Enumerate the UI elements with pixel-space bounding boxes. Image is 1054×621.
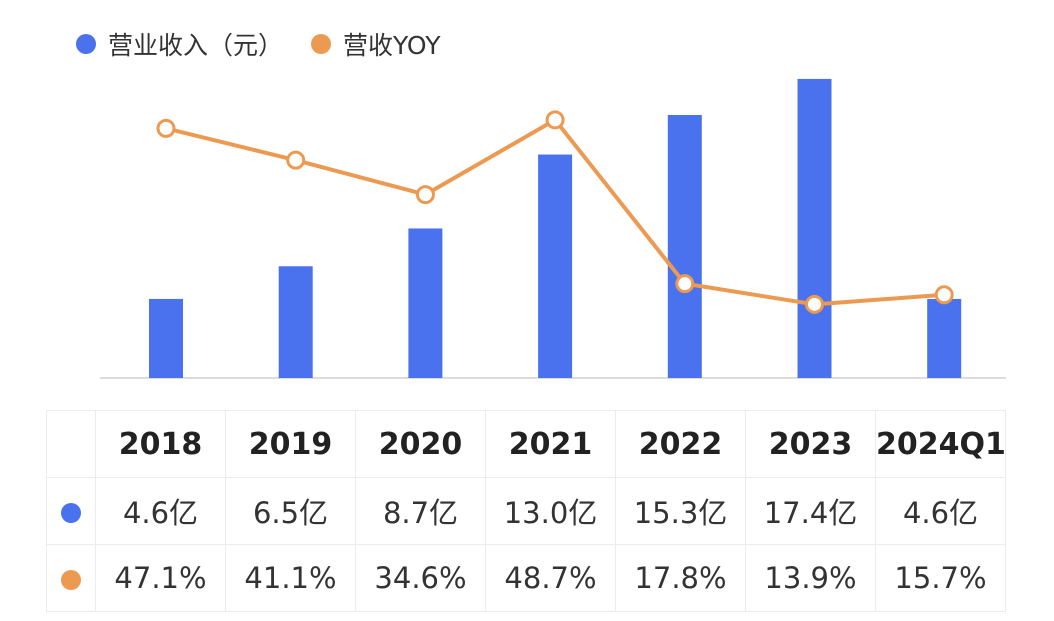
yoy-point xyxy=(156,118,176,138)
legend-yoy-marker-icon xyxy=(311,34,332,54)
yoy-point xyxy=(286,150,306,170)
revenue-cell: 8.7亿 xyxy=(355,477,486,545)
revenue-bars xyxy=(149,78,962,378)
yoy-point xyxy=(545,110,565,130)
yoy-cell: 34.6% xyxy=(355,544,486,612)
table-row-revenue: 4.6亿 6.5亿 8.7亿 13.0亿 15.3亿 17.4亿 4.6亿 xyxy=(46,477,1006,545)
yoy-cell: 48.7% xyxy=(485,544,616,612)
yoy-point xyxy=(675,274,695,294)
yoy-points xyxy=(156,110,954,314)
header-cell: 2020 xyxy=(355,410,486,478)
revenue-cell: 17.4亿 xyxy=(745,477,876,545)
revenue-cell: 15.3亿 xyxy=(615,477,746,545)
yoy-cell: 15.7% xyxy=(875,544,1006,612)
table-row-yoy: 47.1% 41.1% 34.6% 48.7% 17.8% 13.9% 15.7… xyxy=(46,544,1006,612)
revenue-bar xyxy=(538,154,573,378)
yoy-cell: 41.1% xyxy=(225,544,356,612)
legend-yoy-label: 营收YOY xyxy=(343,31,441,60)
revenue-bar xyxy=(278,266,313,378)
legend-item-yoy[interactable]: 营收YOY xyxy=(311,26,441,62)
legend-revenue-marker-icon xyxy=(76,34,96,54)
yoy-cell: 17.8% xyxy=(615,544,746,612)
header-cell: 2019 xyxy=(225,410,356,478)
table-corner-cell xyxy=(46,410,96,478)
legend: 营业收入（元） 营收YOY xyxy=(76,26,441,62)
revenue-bar xyxy=(927,298,962,378)
revenue-dot-icon xyxy=(61,503,81,523)
data-table: 2018 2019 2020 2021 2022 2023 2024Q1 4.6… xyxy=(46,410,1006,612)
header-cell: 2024Q1 xyxy=(875,410,1006,478)
yoy-row-marker xyxy=(46,544,96,612)
revenue-cell: 13.0亿 xyxy=(485,477,616,545)
combo-chart xyxy=(100,78,1006,379)
revenue-cell: 4.6亿 xyxy=(875,477,1006,545)
revenue-bar xyxy=(408,228,443,378)
header-cell: 2022 xyxy=(615,410,746,478)
header-cell: 2023 xyxy=(745,410,876,478)
yoy-point xyxy=(415,185,435,205)
revenue-bar xyxy=(667,115,702,378)
revenue-cell: 4.6亿 xyxy=(95,477,226,545)
yoy-point xyxy=(934,285,954,305)
revenue-row-marker xyxy=(46,477,96,545)
yoy-dot-icon xyxy=(61,570,81,590)
header-cell: 2021 xyxy=(485,410,616,478)
header-cell: 2018 xyxy=(95,410,226,478)
yoy-cell: 13.9% xyxy=(745,544,876,612)
revenue-bar xyxy=(149,298,183,378)
revenue-bar xyxy=(797,78,832,378)
yoy-point xyxy=(805,294,824,314)
legend-revenue-label: 营业收入（元） xyxy=(108,31,284,60)
legend-item-revenue[interactable]: 营业收入（元） xyxy=(76,26,283,62)
table-header-row: 2018 2019 2020 2021 2022 2023 2024Q1 xyxy=(46,410,1006,478)
yoy-cell: 47.1% xyxy=(95,544,226,612)
revenue-cell: 6.5亿 xyxy=(225,477,356,545)
